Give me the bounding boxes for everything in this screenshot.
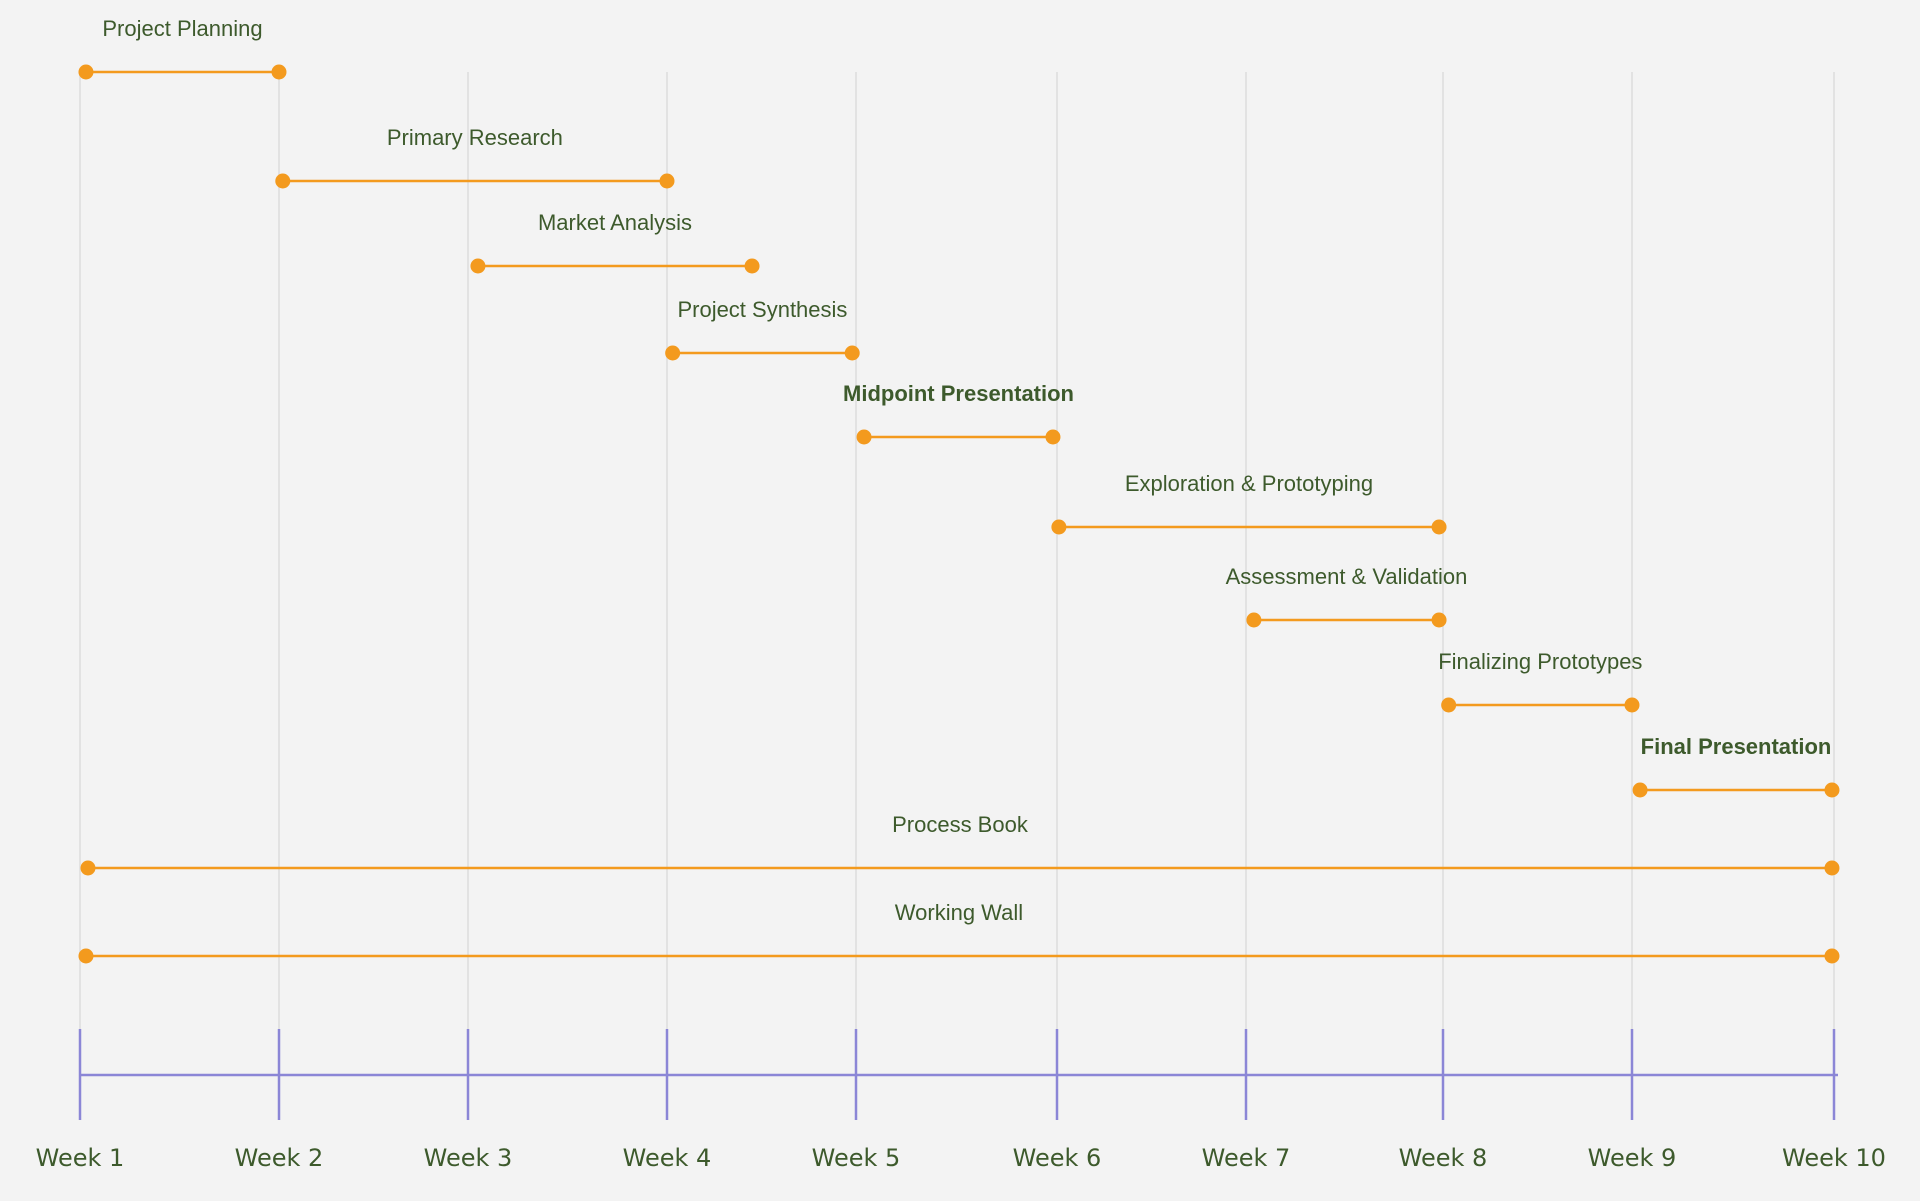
task-label-working-wall: Working Wall (895, 900, 1023, 925)
task-start-point-primary-research (275, 173, 291, 189)
task-start-point-midpoint-presentation (856, 429, 872, 445)
task-label-project-synthesis: Project Synthesis (677, 297, 847, 322)
week-label-5: Week 5 (812, 1144, 901, 1172)
task-start-point-working-wall (78, 948, 94, 964)
task-start-point-market-analysis (470, 258, 486, 274)
task-end-point-working-wall (1824, 948, 1840, 964)
gridlines (79, 72, 1835, 1030)
week-label-10: Week 10 (1782, 1144, 1886, 1172)
task-end-point-market-analysis (744, 258, 760, 274)
task-label-assessment-and-validation: Assessment & Validation (1226, 564, 1468, 589)
week-axis: Week 1 Week 2 Week 3 Week 4 Week 5 Week 6 Week… (36, 1029, 1886, 1172)
week-label-3: Week 3 (424, 1144, 513, 1172)
task-start-point-exploration-and-prototyping (1051, 519, 1067, 535)
task-end-point-process-book (1824, 860, 1840, 876)
task-bars: Project Planning Primary Research Market A… (78, 16, 1840, 964)
task-label-finalizing-prototypes: Finalizing Prototypes (1438, 649, 1642, 674)
task-label-exploration-and-prototyping: Exploration & Prototyping (1125, 471, 1373, 496)
week-label-8: Week 8 (1399, 1144, 1488, 1172)
week-label-2: Week 2 (235, 1144, 324, 1172)
task-end-point-assessment-and-validation (1431, 612, 1447, 628)
task-start-point-process-book (80, 860, 96, 876)
task-label-project-planning: Project Planning (102, 16, 262, 41)
task-end-point-primary-research (659, 173, 675, 189)
task-end-point-midpoint-presentation (1045, 429, 1061, 445)
week-label-1: Week 1 (36, 1144, 125, 1172)
task-start-point-final-presentation (1632, 782, 1648, 798)
task-label-market-analysis: Market Analysis (538, 210, 692, 235)
week-label-7: Week 7 (1202, 1144, 1291, 1172)
week-label-4: Week 4 (623, 1144, 712, 1172)
task-start-point-assessment-and-validation (1246, 612, 1262, 628)
week-label-9: Week 9 (1588, 1144, 1677, 1172)
task-start-point-finalizing-prototypes (1441, 697, 1457, 713)
task-label-process-book: Process Book (892, 812, 1029, 837)
task-end-point-final-presentation (1824, 782, 1840, 798)
task-start-point-project-planning (78, 64, 94, 80)
task-label-midpoint-presentation: Midpoint Presentation (843, 381, 1074, 406)
task-label-final-presentation: Final Presentation (1641, 734, 1832, 759)
week-label-6: Week 6 (1013, 1144, 1102, 1172)
task-end-point-finalizing-prototypes (1624, 697, 1640, 713)
task-start-point-project-synthesis (665, 345, 681, 361)
task-label-primary-research: Primary Research (387, 125, 563, 150)
task-end-point-project-planning (271, 64, 287, 80)
task-end-point-project-synthesis (844, 345, 860, 361)
task-end-point-exploration-and-prototyping (1431, 519, 1447, 535)
